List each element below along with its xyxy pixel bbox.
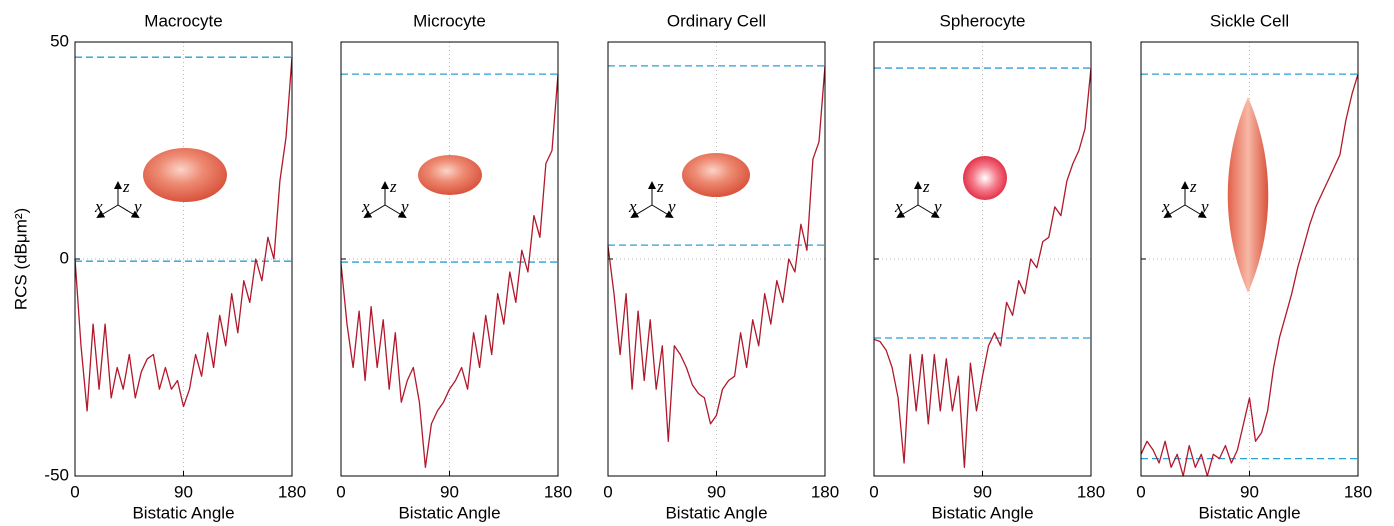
panel-title: Sickle Cell	[1210, 11, 1289, 30]
axis-glyph-label: z	[656, 177, 664, 196]
axis-glyph-label: x	[1161, 197, 1170, 216]
x-tick-label: 180	[1077, 482, 1105, 501]
plot-frame	[1140, 41, 1359, 477]
panel-title: Ordinary Cell	[667, 11, 766, 30]
data-line	[873, 67, 1092, 468]
x-tick-label: 180	[1344, 482, 1372, 501]
axis-glyph-label: z	[122, 177, 130, 196]
axis-glyph-label: x	[628, 197, 637, 216]
axis-glyph-label: y	[666, 197, 676, 216]
panel: Spherocyte Bistatic Angle 0 90 180 x yz	[869, 11, 1105, 522]
panel: Microcyte Bistatic Angle 0 90 180 x yz	[336, 11, 572, 522]
y-axis-label: RCS (dBμm²)	[11, 208, 30, 310]
axis-glyph-label: y	[132, 197, 142, 216]
x-tick-label: 180	[278, 482, 306, 501]
axis-glyph	[1184, 204, 1207, 219]
axis-glyph	[117, 204, 140, 219]
x-tick-label: 90	[973, 482, 992, 501]
data-line	[1140, 73, 1359, 477]
x-tick-label: 90	[174, 482, 193, 501]
x-axis-label: Bistatic Angle	[931, 503, 1033, 522]
y-tick-label: 0	[60, 248, 69, 267]
axis-glyph	[363, 204, 386, 219]
plot-frame	[340, 41, 559, 477]
axis-glyph	[384, 204, 407, 219]
data-line	[74, 57, 293, 412]
x-tick-label: 0	[336, 482, 345, 501]
panel-title: Microcyte	[413, 11, 486, 30]
cell-icon	[418, 155, 482, 195]
axis-glyph	[896, 204, 919, 219]
x-tick-label: 180	[811, 482, 839, 501]
y-tick-label: -50	[44, 465, 69, 484]
cell-icon	[682, 153, 750, 197]
axis-glyph-label: x	[361, 197, 370, 216]
axis-glyph-label: z	[922, 177, 930, 196]
axis-glyph-label: y	[932, 197, 942, 216]
plot-frame	[873, 41, 1092, 477]
x-axis-label: Bistatic Angle	[132, 503, 234, 522]
axis-glyph	[1163, 204, 1186, 219]
x-axis-label: Bistatic Angle	[1198, 503, 1300, 522]
x-tick-label: 90	[440, 482, 459, 501]
x-tick-label: 90	[1240, 482, 1259, 501]
x-tick-label: 0	[1136, 482, 1145, 501]
x-tick-label: 0	[869, 482, 878, 501]
axis-glyph-label: z	[389, 177, 397, 196]
cell-icon	[963, 156, 1007, 200]
x-tick-label: 180	[544, 482, 572, 501]
panel: Macrocyte Bistatic Angle RCS (dBμm²) 0 90 180…	[11, 11, 306, 522]
y-tick-label: 50	[50, 31, 69, 50]
panel-title: Macrocyte	[144, 11, 222, 30]
axis-glyph	[96, 204, 119, 219]
axis-glyph-label: y	[1199, 197, 1209, 216]
plot-frame	[74, 41, 293, 477]
cell-icon	[1227, 97, 1269, 293]
axis-glyph-label: x	[894, 197, 903, 216]
axis-glyph-label: y	[399, 197, 409, 216]
axis-glyph-label: z	[1189, 177, 1197, 196]
x-tick-label: 0	[70, 482, 79, 501]
cell-icon	[143, 148, 227, 202]
axis-glyph	[917, 204, 940, 219]
panel: Ordinary Cell Bistatic Angle 0 90 180 x yz	[603, 11, 839, 522]
plot-frame	[607, 41, 826, 477]
x-tick-label: 90	[707, 482, 726, 501]
x-tick-label: 0	[603, 482, 612, 501]
data-line	[607, 65, 826, 442]
panel-title: Spherocyte	[940, 11, 1026, 30]
x-axis-label: Bistatic Angle	[665, 503, 767, 522]
axis-glyph	[651, 204, 674, 219]
panel: Sickle Cell Bistatic Angle 0 90 180 x yz	[1136, 11, 1372, 522]
data-line	[340, 74, 559, 468]
axis-glyph-label: x	[94, 197, 103, 216]
axis-glyph	[630, 204, 653, 219]
x-axis-label: Bistatic Angle	[398, 503, 500, 522]
